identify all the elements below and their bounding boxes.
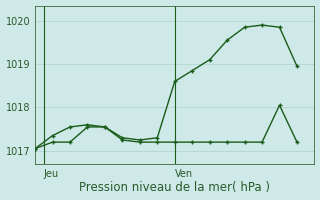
X-axis label: Pression niveau de la mer( hPa ): Pression niveau de la mer( hPa ): [79, 181, 270, 194]
